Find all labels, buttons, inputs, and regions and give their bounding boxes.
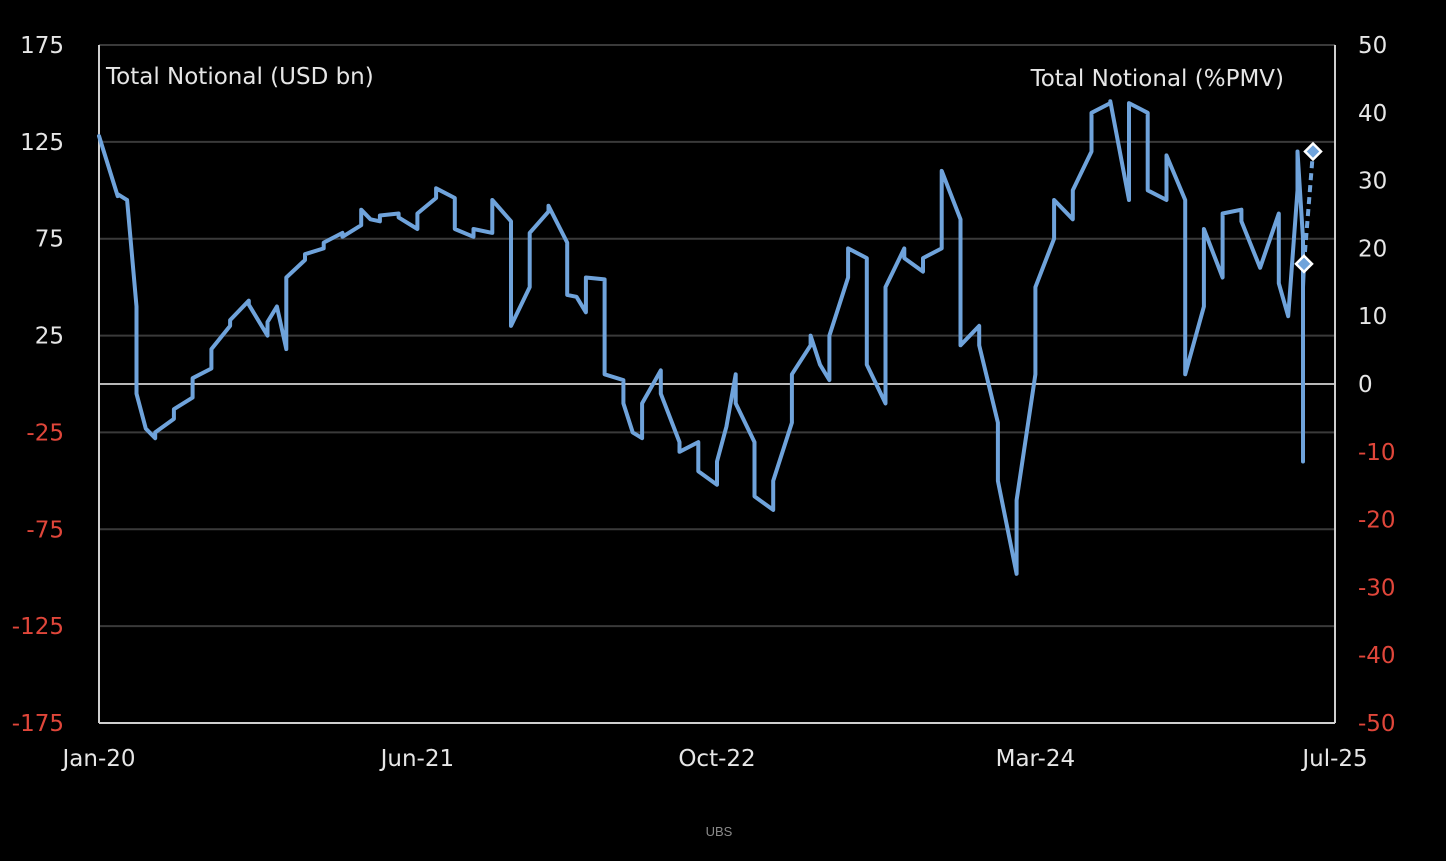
right-tick-label: 0 [1358, 372, 1373, 398]
right-tick-label: 20 [1358, 236, 1387, 262]
x-tick-label: Mar-24 [996, 746, 1076, 772]
gridlines [99, 44, 1335, 724]
left-tick-label: 125 [20, 130, 64, 156]
right-tick-label: -20 [1358, 508, 1396, 534]
right-tick-label: -10 [1358, 440, 1396, 466]
left-tick-label: 75 [35, 227, 64, 253]
marker-link-dashed [1302, 151, 1315, 265]
right-tick-label: 30 [1358, 169, 1387, 195]
tick-labels: 175 125 75 25 -25 -75 -125 -175 50 40 30 20 10 0 -10 -2… [12, 33, 1396, 772]
marker-layer [1294, 141, 1323, 274]
left-tick-label: 25 [35, 324, 64, 350]
right-axis-label: Total Notional (%PMV) [1030, 66, 1284, 92]
axes [98, 45, 1336, 724]
series-line [97, 99, 1306, 576]
x-tick-label: Jul-25 [1300, 746, 1367, 772]
diamond-marker [1294, 254, 1314, 274]
right-tick-label: -50 [1358, 711, 1396, 737]
x-tick-label: Jun-21 [379, 746, 455, 772]
right-tick-label: -40 [1358, 643, 1396, 669]
x-tick-label: Oct-22 [678, 746, 755, 772]
right-tick-label: 40 [1358, 101, 1387, 127]
left-tick-label: -75 [26, 517, 64, 543]
right-tick-label: -30 [1358, 575, 1396, 601]
left-tick-label: 175 [20, 33, 64, 59]
left-tick-label: -175 [12, 711, 64, 737]
x-tick-label: Jan-20 [60, 746, 135, 772]
left-axis-label: Total Notional (USD bn) [105, 64, 374, 90]
series-layer [97, 99, 1306, 576]
source-label: UBS [706, 824, 733, 839]
left-tick-label: -25 [26, 420, 64, 446]
right-tick-label: 10 [1358, 304, 1387, 330]
right-tick-label: 50 [1358, 33, 1387, 59]
diamond-marker [1303, 141, 1323, 162]
left-tick-label: -125 [12, 614, 64, 640]
